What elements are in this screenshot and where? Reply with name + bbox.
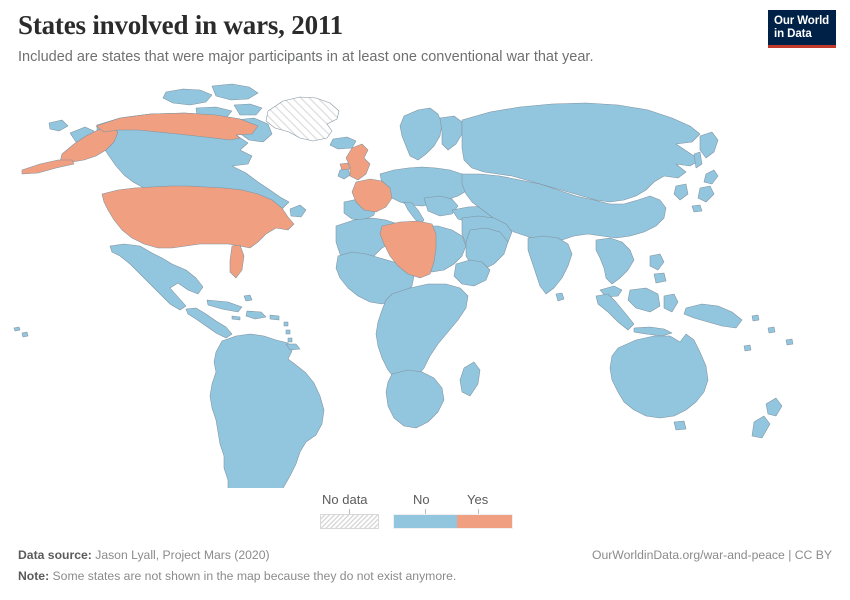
map-region-sri-lanka[interactable] [555,292,565,302]
map-region-libya[interactable] [379,220,437,279]
map-region-uk-northern-ireland[interactable] [339,162,351,171]
map-region-sumatra[interactable] [595,293,635,331]
map-region-florida[interactable] [229,244,245,279]
map-region-french-guiana-area[interactable] [285,343,301,351]
map-region-pacific-islands[interactable] [743,314,794,352]
footer-note: Note: Some states are not shown in the m… [18,567,832,586]
map-region-mexico[interactable] [109,243,204,311]
logo-underline-rule [768,44,836,48]
chart-subtitle: Included are states that were major part… [18,49,594,66]
map-region-borneo[interactable] [627,287,661,313]
map-region-africa-south[interactable] [385,369,445,429]
legend-tick-no [425,509,426,514]
legend-swatch-no-data[interactable] [320,514,379,529]
map-region-puerto-rico[interactable] [269,314,280,321]
map-region-hawaii[interactable] [13,326,29,338]
map-region-canada-arctic-4[interactable] [233,103,263,116]
map-region-jamaica[interactable] [231,315,241,321]
map-region-new-guinea[interactable] [683,303,743,329]
map-region-group-no [13,83,794,488]
note-value: Some states are not shown in the map bec… [52,569,457,583]
map-region-sakhalin[interactable] [693,151,703,169]
map-region-new-zealand[interactable] [751,397,783,439]
map-region-united-states[interactable] [101,185,295,249]
legend-color-bar[interactable] [393,514,513,529]
legend-label-no: No [413,492,430,507]
map-region-madagascar[interactable] [459,361,481,397]
logo-line-1: Our World [774,15,830,27]
data-source-value: Jason Lyall, Project Mars (2020) [95,548,270,562]
legend-label-no-data: No data [322,492,368,507]
legend-label-yes: Yes [467,492,489,507]
data-source-label: Data source: [18,548,92,562]
world-choropleth-map[interactable] [0,78,850,488]
chart-header: States involved in wars, 2011 Included a… [18,10,738,66]
map-region-central-america[interactable] [185,307,233,339]
map-region-kamchatka[interactable] [699,131,719,159]
logo-line-2: in Data [774,27,812,40]
map-region-africa-central[interactable] [375,283,469,385]
legend-tick-no-data [349,509,350,514]
legend-swatch-no[interactable] [394,515,457,528]
map-region-canada-arctic-1[interactable] [162,88,213,106]
map-region-newfoundland[interactable] [289,204,307,218]
map-region-japan[interactable] [691,169,719,213]
map-region-finland-baltic[interactable] [439,115,463,151]
page-title: States involved in wars, 2011 [18,10,343,40]
map-region-russia-asia[interactable] [461,102,701,203]
map-region-greenland[interactable] [265,96,340,142]
owid-logo[interactable]: Our World in Data [768,10,836,48]
map-region-sulawesi[interactable] [663,293,679,313]
map-region-bahamas[interactable] [243,294,253,302]
data-source-text: Data source: Jason Lyall, Project Mars (… [18,546,270,565]
map-region-cuba[interactable] [206,299,243,313]
legend-swatch-yes[interactable] [456,515,512,528]
map-region-java[interactable] [633,326,673,337]
legend-tick-yes [478,509,479,514]
map-region-balkans[interactable] [423,195,459,217]
map-region-ireland[interactable] [337,168,351,180]
map-region-lesser-antilles[interactable] [283,321,293,343]
map-region-africa-horn[interactable] [453,259,491,287]
map-region-united-kingdom[interactable] [345,143,371,181]
map-region-group-yes [21,112,437,279]
map-region-philippines[interactable] [649,253,667,284]
map-region-canada-arctic-2[interactable] [211,83,259,101]
world-map-container[interactable] [0,78,850,488]
map-region-scandinavia[interactable] [399,107,443,161]
map-legend: No data No Yes [0,492,850,537]
map-region-group-no-data [265,96,340,142]
owid-url-link[interactable]: OurWorldinData.org/war-and-peace | CC BY [591,548,832,562]
map-region-tasmania[interactable] [673,420,687,431]
note-label: Note: [18,569,50,583]
map-region-iceland[interactable] [329,136,357,150]
map-region-aleutian-island[interactable] [48,119,69,132]
map-region-southeast-asia[interactable] [595,237,635,285]
map-region-alaska-usa-east[interactable] [95,112,259,141]
map-region-hispaniola[interactable] [245,310,267,320]
map-region-france[interactable] [351,178,393,213]
map-region-korea[interactable] [673,183,689,201]
map-region-south-america[interactable] [209,333,325,488]
chart-footer: Data source: Jason Lyall, Project Mars (… [18,546,832,586]
map-region-india[interactable] [527,235,573,295]
map-region-aleutian-chain-usa[interactable] [21,159,75,175]
map-region-australia[interactable] [609,333,709,419]
map-region-arabia[interactable] [465,227,509,271]
